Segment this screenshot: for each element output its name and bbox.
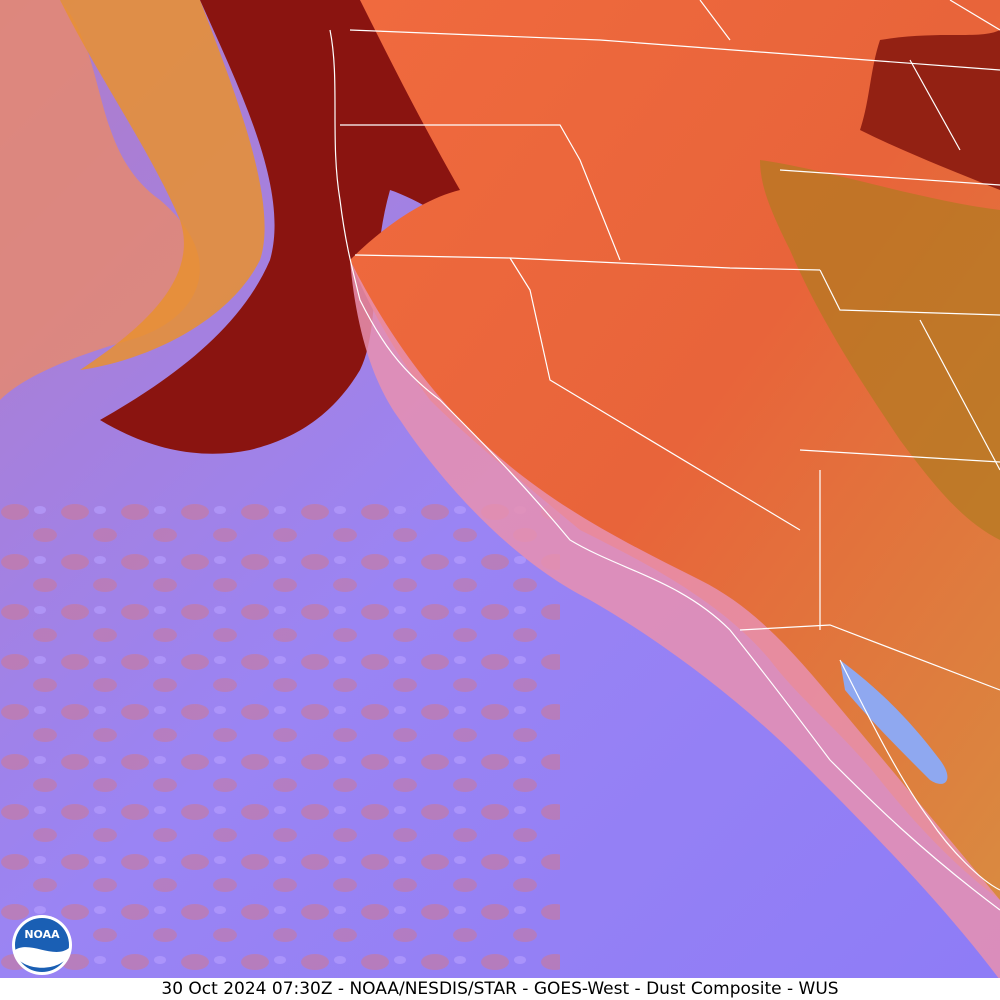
satellite-image: NOAA xyxy=(0,0,1000,978)
noaa-logo: NOAA xyxy=(12,915,72,975)
cloud-field xyxy=(0,500,560,978)
logo-text: NOAA xyxy=(24,928,60,941)
cloud-northeast xyxy=(860,30,1000,190)
gulf xyxy=(840,660,948,784)
boundaries xyxy=(329,0,1000,911)
caption: 30 Oct 2024 07:30Z - NOAA/NESDIS/STAR - … xyxy=(0,978,1000,1000)
cloud-band-orange xyxy=(60,0,265,370)
cloud-band-dark xyxy=(100,0,510,454)
cloud-arc xyxy=(0,0,200,400)
terrain-olive xyxy=(760,160,1000,540)
coastal-pink xyxy=(350,260,1000,978)
